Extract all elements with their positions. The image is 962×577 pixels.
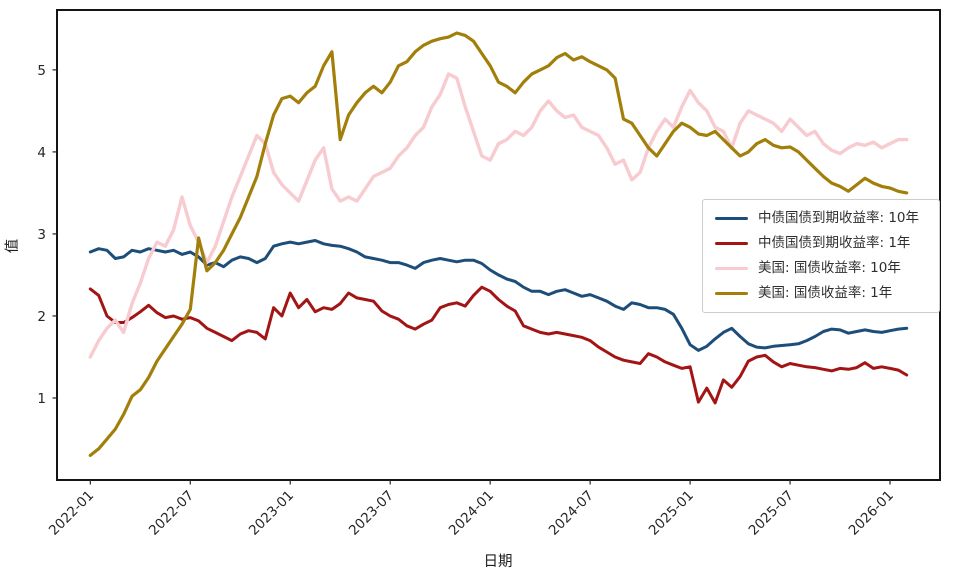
series-line-2	[88, 72, 909, 359]
legend-item: 中债国债到期收益率: 1年	[715, 234, 927, 253]
legend-label: 中债国债到期收益率: 10年	[758, 210, 920, 226]
y-axis-label: 值	[4, 239, 21, 254]
y-tick-label: 4	[37, 145, 46, 161]
legend-line-swatch	[715, 291, 748, 296]
x-tick-label: 2025-07	[746, 488, 797, 539]
x-tick-label: 2023-01	[246, 488, 297, 539]
x-tick-label: 2023-07	[346, 488, 397, 539]
legend-item: 美国: 国债收益率: 10年	[715, 259, 927, 278]
x-tick-label: 2024-01	[446, 488, 497, 539]
legend-line-swatch	[715, 216, 748, 221]
legend-line-swatch	[715, 241, 748, 246]
series-line-3	[88, 31, 909, 457]
y-tick-label: 3	[37, 227, 46, 243]
series-line-1	[88, 285, 909, 405]
y-tick-label: 5	[37, 63, 46, 79]
plot-border	[56, 9, 941, 481]
legend-label: 美国: 国债收益率: 1年	[758, 285, 893, 301]
x-tick-label: 2022-07	[146, 488, 197, 539]
legend-label: 美国: 国债收益率: 10年	[758, 260, 901, 276]
x-tick-label: 2025-01	[646, 488, 697, 539]
legend-item: 中债国债到期收益率: 10年	[715, 209, 927, 228]
legend: 中债国债到期收益率: 10年 中债国债到期收益率: 1年 美国: 国债收益率: 10…	[702, 199, 940, 313]
x-tick-label: 2022-01	[46, 488, 97, 539]
x-tick-label: 2024-07	[546, 488, 597, 539]
legend-line-swatch	[715, 266, 748, 271]
series-group	[88, 31, 909, 457]
y-tick-label: 2	[37, 309, 46, 325]
x-axis-label: 日期	[484, 553, 513, 570]
legend-label: 中债国债到期收益率: 1年	[758, 235, 911, 251]
series-line-0	[88, 239, 909, 352]
x-tick-label: 2026-01	[846, 488, 897, 539]
y-tick-label: 1	[37, 391, 46, 407]
legend-item: 美国: 国债收益率: 1年	[715, 284, 927, 303]
